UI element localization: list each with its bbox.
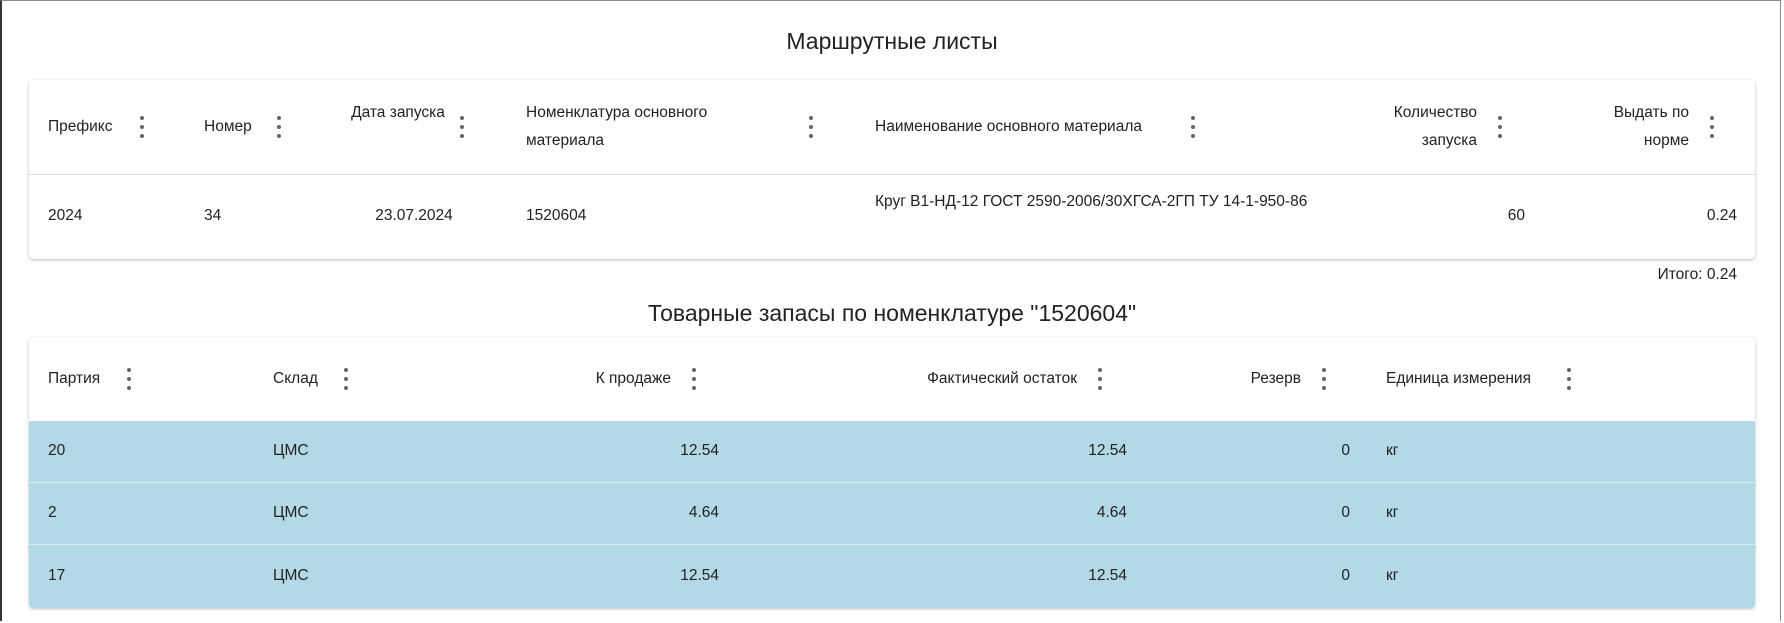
cell-material-name: Круг В1-НД-12 ГОСТ 2590-2006/30ХГСА-2ГП … bbox=[875, 193, 1308, 210]
column-header-batch[interactable]: Партия bbox=[48, 370, 101, 387]
table-row[interactable]: 20 ЦМС 12.54 12.54 0 кг bbox=[29, 421, 1755, 483]
column-menu-icon[interactable] bbox=[276, 116, 282, 138]
cell-reserve: 0 bbox=[1341, 567, 1350, 584]
cell-unit: кг bbox=[1386, 567, 1399, 584]
table-row[interactable]: 17 ЦМС 12.54 12.54 0 кг bbox=[29, 545, 1755, 608]
cell-for-sale: 4.64 bbox=[688, 504, 719, 521]
column-menu-icon[interactable] bbox=[1497, 116, 1503, 138]
column-header-norm[interactable]: Выдать по норме bbox=[1613, 104, 1689, 149]
cell-for-sale: 12.54 bbox=[680, 442, 719, 459]
cell-reserve: 0 bbox=[1341, 504, 1350, 521]
cell-batch: 20 bbox=[48, 442, 66, 459]
cell-quantity: 60 bbox=[1507, 207, 1525, 224]
cell-unit: кг bbox=[1386, 442, 1399, 459]
table-row[interactable]: 2 ЦМС 4.64 4.64 0 кг bbox=[29, 483, 1755, 545]
stock-table: Партия Склад К продаже Фактический остат… bbox=[29, 337, 1755, 608]
column-menu-icon[interactable] bbox=[1566, 368, 1572, 390]
column-header-date[interactable]: Дата запуска bbox=[351, 104, 445, 121]
cell-prefix: 2024 bbox=[48, 207, 83, 224]
cell-batch: 2 bbox=[48, 504, 57, 521]
column-header-material-name[interactable]: Наименование основного материала bbox=[875, 118, 1143, 135]
cell-norm: 0.24 bbox=[1706, 207, 1737, 224]
column-menu-icon[interactable] bbox=[691, 368, 697, 390]
column-menu-icon[interactable] bbox=[1097, 368, 1103, 390]
column-menu-icon[interactable] bbox=[459, 116, 465, 138]
cell-warehouse: ЦМС bbox=[273, 442, 309, 459]
total-label: Итого: 0.24 bbox=[1657, 266, 1737, 283]
cell-actual: 4.64 bbox=[1096, 504, 1127, 521]
cell-nomenclature: 1520604 bbox=[526, 207, 587, 224]
cell-warehouse: ЦМС bbox=[273, 567, 309, 584]
column-header-for-sale[interactable]: К продаже bbox=[595, 370, 671, 387]
column-header-prefix[interactable]: Префикс bbox=[48, 118, 113, 135]
column-header-quantity[interactable]: Количество запуска bbox=[1393, 104, 1477, 149]
column-header-number[interactable]: Номер bbox=[204, 118, 252, 135]
column-menu-icon[interactable] bbox=[126, 368, 132, 390]
column-menu-icon[interactable] bbox=[1190, 116, 1196, 138]
column-header-reserve[interactable]: Резерв bbox=[1250, 370, 1301, 387]
table-header: Префикс Номер Дата запуска Номенклатура … bbox=[29, 80, 1755, 175]
cell-date: 23.07.2024 bbox=[375, 207, 453, 224]
column-header-warehouse[interactable]: Склад bbox=[273, 370, 318, 387]
cell-actual: 12.54 bbox=[1088, 567, 1127, 584]
cell-reserve: 0 bbox=[1341, 442, 1350, 459]
route-sheets-table: Префикс Номер Дата запуска Номенклатура … bbox=[29, 80, 1755, 259]
cell-unit: кг bbox=[1386, 504, 1399, 521]
cell-batch: 17 bbox=[48, 567, 66, 584]
column-menu-icon[interactable] bbox=[808, 116, 814, 138]
cell-warehouse: ЦМС bbox=[273, 504, 309, 521]
column-header-actual[interactable]: Фактический остаток bbox=[927, 370, 1077, 387]
cell-actual: 12.54 bbox=[1088, 442, 1127, 459]
column-menu-icon[interactable] bbox=[343, 368, 349, 390]
column-menu-icon[interactable] bbox=[1709, 116, 1715, 138]
stock-title: Товарные запасы по номенклатуре "1520604… bbox=[647, 300, 1137, 326]
column-header-nomenclature[interactable]: Номенклатура основного материала bbox=[526, 104, 708, 149]
column-header-unit[interactable]: Единица измерения bbox=[1386, 370, 1531, 387]
column-menu-icon[interactable] bbox=[139, 116, 145, 138]
column-menu-icon[interactable] bbox=[1321, 368, 1327, 390]
cell-for-sale: 12.54 bbox=[680, 567, 719, 584]
cell-number: 34 bbox=[204, 207, 222, 224]
table-header: Партия Склад К продаже Фактический остат… bbox=[29, 337, 1755, 421]
route-sheets-title: Маршрутные листы bbox=[786, 28, 998, 54]
